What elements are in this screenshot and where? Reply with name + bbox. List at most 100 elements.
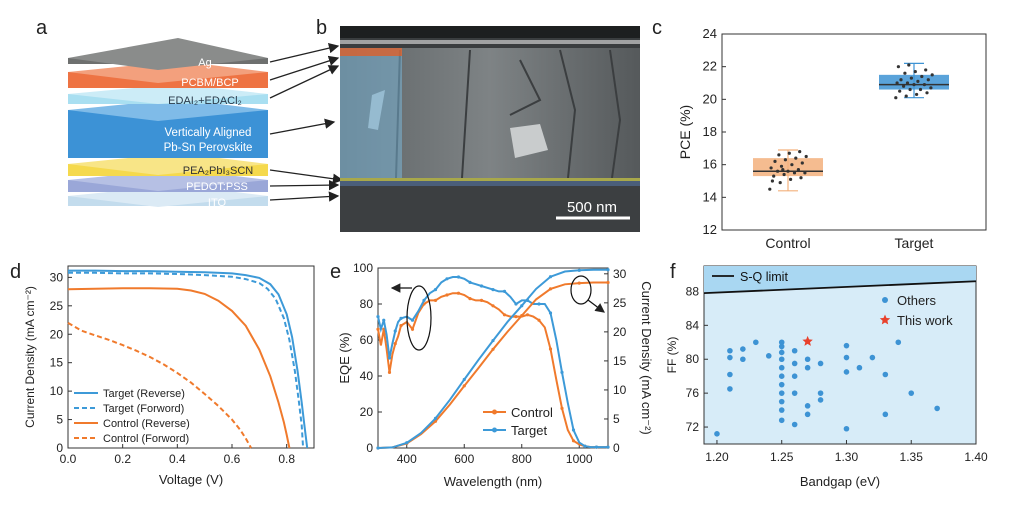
e-series-point <box>502 313 507 317</box>
c-point <box>790 163 794 167</box>
e-series-line <box>377 292 608 449</box>
e-ytick-right-label: 0 <box>613 441 620 455</box>
c-point <box>789 177 793 181</box>
c-point <box>929 86 933 90</box>
c-point <box>792 171 797 175</box>
f-point-others <box>791 390 798 396</box>
c-point <box>769 166 773 170</box>
d-series-line <box>67 322 252 449</box>
c-ytick-label: 16 <box>703 157 717 172</box>
c-point <box>926 78 930 82</box>
e-series-line <box>377 268 608 449</box>
f-point-others <box>843 354 850 361</box>
layer-pcbm-top <box>68 61 268 83</box>
panel-c-plot <box>753 62 949 192</box>
c-ytick-label: 24 <box>703 26 717 41</box>
e-legend-marker <box>492 427 497 433</box>
panel-f-ylabel: FF (%) <box>665 337 679 374</box>
e-xtick-label: 400 <box>397 452 417 466</box>
layer-ag-label: Ag <box>198 57 211 69</box>
e-series-line <box>377 276 608 449</box>
sem-top-edge <box>340 40 640 44</box>
d-ytick-label: 20 <box>50 327 64 341</box>
c-point <box>773 159 777 163</box>
f-point-others <box>778 417 785 424</box>
c-point <box>907 63 911 67</box>
layer-edai-label: EDAI₂+EDACl₂ <box>168 95 242 107</box>
c-point <box>909 76 914 80</box>
c-point <box>920 74 924 79</box>
e-ytick-right-label: 5 <box>613 412 620 426</box>
e-xtick-label: 600 <box>454 452 474 466</box>
e-series-point <box>491 288 495 292</box>
e-series-point <box>405 441 409 445</box>
f-point-others <box>778 349 785 356</box>
f-sq-line <box>703 280 977 295</box>
e-ytick-left-label: 60 <box>360 333 374 347</box>
e-series-point <box>594 445 599 449</box>
f-point-others <box>714 431 720 437</box>
e-series-point <box>514 302 518 306</box>
f-point-others <box>908 390 915 396</box>
e-series-point <box>491 338 495 343</box>
layer-ito-label: ITO <box>208 197 227 209</box>
f-point-others <box>843 342 850 349</box>
layer-ag-top <box>68 38 268 70</box>
e-series-point <box>537 318 541 322</box>
panel-d-ylabel: Current Density (mA cm⁻²) <box>23 286 37 428</box>
c-point <box>904 94 908 98</box>
c-ytick-label: 22 <box>703 59 717 74</box>
panel-f-legend: Others This work <box>879 293 953 328</box>
sem-bright-grain <box>510 124 548 158</box>
f-point-others <box>778 373 785 379</box>
layer-perovskite-label-2: Pb-Sn Perovskite <box>164 142 253 154</box>
layer-pea-label: PEA₂PbI₃SCN <box>183 165 254 177</box>
f-point-others <box>804 411 811 418</box>
f-point-others <box>778 381 785 388</box>
e-series-point <box>606 268 610 272</box>
e-series-point <box>514 315 518 319</box>
sem-grains <box>395 49 622 179</box>
e-series-point <box>393 342 397 346</box>
e-legend-marker <box>492 409 497 415</box>
e-series-point <box>548 275 553 279</box>
e-ytick-left-label: 20 <box>360 405 374 419</box>
c-point <box>777 153 781 157</box>
c-point <box>781 167 785 172</box>
f-point-others <box>869 354 876 361</box>
c-ytick-label: 18 <box>703 124 717 139</box>
d-legend-label: Control (Reverse) <box>103 418 190 430</box>
e-series-point <box>548 311 553 315</box>
d-legend-label: Control (Forword) <box>103 433 189 445</box>
c-ytick-label: 14 <box>703 189 717 204</box>
f-point-others <box>740 346 746 352</box>
sem-blue-overlay <box>340 56 402 178</box>
e-series-point <box>491 347 495 351</box>
c-point <box>912 83 916 87</box>
sem-ito-band <box>340 181 640 186</box>
panel-f: f 1.20 1.25 1.30 1.35 1.40 72 76 80 84 88 S-Q lim… <box>665 261 988 489</box>
f-point-others <box>895 339 902 346</box>
c-point <box>916 79 920 83</box>
c-point <box>894 96 898 100</box>
f-point-others <box>791 360 798 367</box>
c-point <box>798 150 802 154</box>
f-point-others <box>804 356 811 363</box>
layer-perovskite-side <box>68 110 268 158</box>
c-ytick-label: 20 <box>703 91 717 106</box>
f-point-others <box>791 373 798 379</box>
c-point <box>913 69 917 74</box>
panel-c-xtick-control: Control <box>765 235 810 251</box>
e-series-point <box>433 288 438 292</box>
e-ytick-right-label: 30 <box>613 267 627 281</box>
layer-perovskite-label-1: Vertically Aligned <box>165 127 252 139</box>
e-series-point <box>376 315 380 319</box>
panel-c-yaxis: 12 14 16 18 20 22 24 <box>703 26 726 237</box>
panel-b: b 500 nm <box>316 17 640 232</box>
e-series-point <box>606 445 610 449</box>
scale-bar-label: 500 nm <box>567 199 617 216</box>
d-series-line <box>67 287 291 449</box>
e-series-point <box>445 277 449 281</box>
d-ytick-label: 10 <box>50 384 64 398</box>
c-point <box>770 179 775 183</box>
